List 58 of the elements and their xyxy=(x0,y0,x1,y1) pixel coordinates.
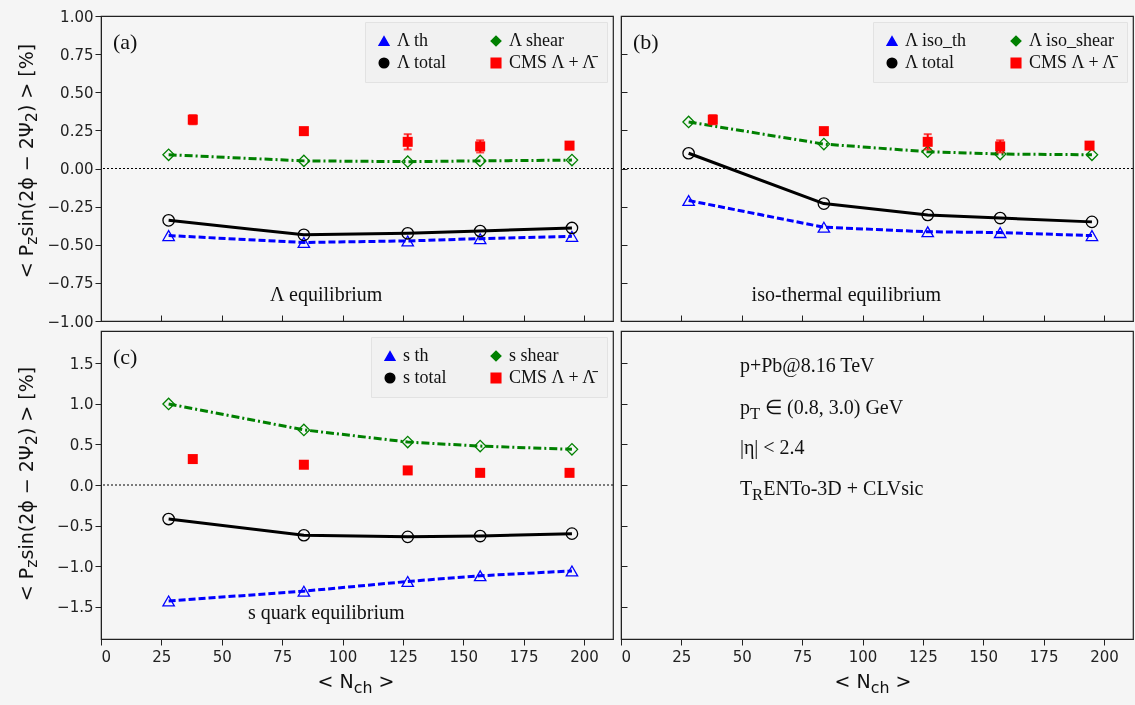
annotation: (a) xyxy=(113,29,138,54)
annotation: s quark equilibrium xyxy=(247,601,406,624)
legend-label: Λ iso_shear xyxy=(1029,30,1115,50)
legend-label: CMS Λ + Λ̄ xyxy=(509,52,599,72)
x-tick-label: 25 xyxy=(152,647,172,666)
annotation: p+Pb@8.16 TeV xyxy=(739,354,875,377)
legend-label: s shear xyxy=(509,345,559,365)
y-tick-label: 0.0 xyxy=(69,476,94,495)
x-axis-title: < N$_{ch}$ > xyxy=(317,670,395,697)
annotation: Λ equilibrium xyxy=(270,283,383,306)
legend-label: Λ shear xyxy=(509,30,565,50)
x-tick-label: 125 xyxy=(909,647,938,666)
x-tick-label: 100 xyxy=(328,647,358,666)
x-axis-title: < N$_{ch}$ > xyxy=(834,670,912,697)
legend-label: s th xyxy=(403,345,429,365)
y-tick-label: 0.00 xyxy=(60,160,94,178)
x-tick-label: 175 xyxy=(509,647,539,666)
x-tick-label: 75 xyxy=(273,647,293,666)
annotation: T$_{R}$ENTo-3D + CLVsic xyxy=(739,477,924,505)
x-tick-label: 200 xyxy=(570,647,599,666)
annotation: iso-thermal equilibrium xyxy=(751,283,942,306)
legend-label: Λ total xyxy=(905,52,955,72)
y-tick-label: −0.50 xyxy=(47,236,94,255)
legend-label: CMS Λ + Λ̄ xyxy=(1029,52,1119,72)
x-tick-label: 150 xyxy=(969,647,999,666)
x-tick-label: 25 xyxy=(672,647,692,666)
annotation: p$_{T}$ ∈ (0.8, 3.0) GeV xyxy=(739,395,904,424)
legend-label: s total xyxy=(403,367,447,387)
y-tick-label: 0.5 xyxy=(69,435,94,454)
annotation: (c) xyxy=(113,344,138,369)
legend-label: CMS Λ + Λ̄ xyxy=(509,367,599,387)
y-tick-label: 1.00 xyxy=(60,7,94,26)
x-tick-label: 0 xyxy=(621,647,632,666)
x-tick-label: 150 xyxy=(449,647,479,666)
y-tick-label: −0.25 xyxy=(47,198,94,217)
y-tick-label: −0.5 xyxy=(57,517,94,536)
x-tick-label: 50 xyxy=(212,647,232,666)
y-tick-label: 0.75 xyxy=(60,45,94,64)
legend-label: Λ total xyxy=(397,52,447,72)
x-tick-label: 0 xyxy=(101,647,112,666)
x-tick-label: 75 xyxy=(793,647,813,666)
annotation: |η| < 2.4 xyxy=(739,436,805,459)
x-tick-label: 200 xyxy=(1090,647,1119,666)
y-tick-label: 1.0 xyxy=(69,395,94,414)
x-tick-label: 50 xyxy=(732,647,752,666)
x-tick-label: 125 xyxy=(389,647,418,666)
y-tick-label: 0.25 xyxy=(60,121,94,140)
legend-label: Λ iso_th xyxy=(905,30,967,50)
y-tick-label: −1.0 xyxy=(57,557,94,576)
y-tick-label: 0.50 xyxy=(60,83,94,102)
x-tick-label: 100 xyxy=(848,647,878,666)
y-tick-label: −1.5 xyxy=(57,598,94,617)
y-tick-label: −0.75 xyxy=(47,274,94,293)
y-tick-label: 1.5 xyxy=(69,354,94,373)
x-tick-label: 175 xyxy=(1029,647,1059,666)
annotation: (b) xyxy=(633,29,659,54)
y-tick-label: −1.00 xyxy=(47,312,94,331)
legend-label: Λ th xyxy=(397,30,429,50)
